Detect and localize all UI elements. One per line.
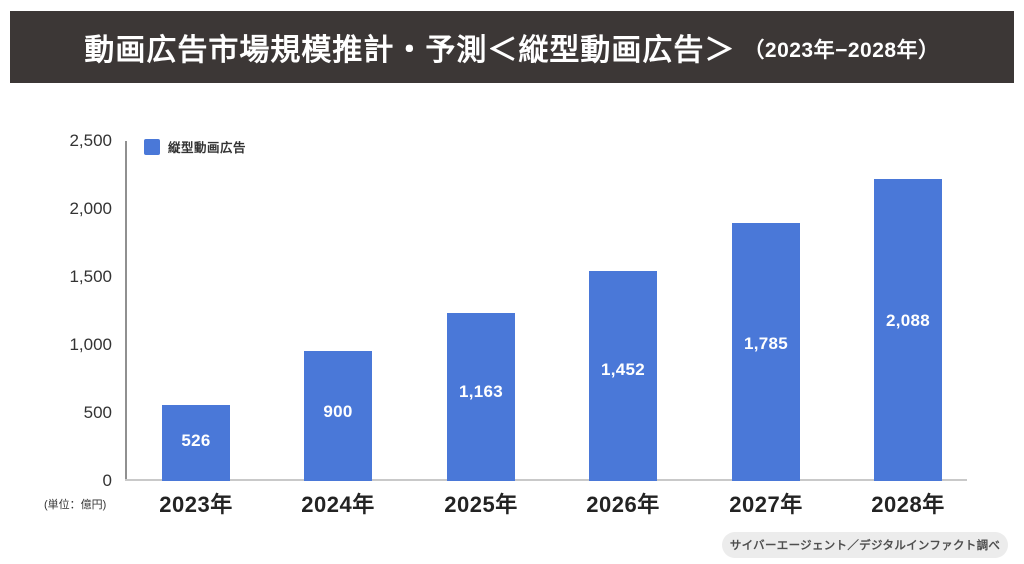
source-note-badge: サイバーエージェント／デジタルインファクト調べ [722, 532, 1008, 558]
bar-2023年: 526 [162, 405, 230, 481]
title-bar: 動画広告市場規模推計・予測＜縦型動画広告＞ （2023年−2028年） [10, 11, 1014, 83]
bar-value-label: 900 [323, 402, 353, 422]
x-category-label: 2024年 [301, 492, 375, 517]
bar-value-label: 1,163 [458, 381, 504, 401]
bar-2026年: 1,452 [589, 271, 657, 481]
y-tick-label: 1,500 [69, 267, 112, 286]
y-tick-label: 500 [83, 403, 112, 422]
bar-value-label: 526 [181, 430, 211, 450]
y-tick-label: 2,000 [69, 199, 112, 218]
bar-value-label: 2,088 [885, 310, 931, 330]
x-category-label: 2023年 [159, 492, 233, 517]
bar-value-label: 1,785 [743, 334, 789, 354]
x-category-label: 2027年 [729, 492, 803, 517]
bar-2027年: 1,785 [732, 223, 800, 481]
unit-note: (単位：億円) [44, 499, 107, 511]
bar-value-label: 1,452 [600, 359, 646, 379]
legend-label: 縦型動画広告 [168, 141, 247, 155]
x-category-label: 2025年 [444, 492, 518, 517]
bar-2024年: 900 [304, 351, 372, 481]
x-category-label: 2028年 [871, 492, 945, 517]
bar-2028年: 2,088 [874, 179, 942, 481]
bar-2025年: 1,163 [447, 313, 515, 481]
y-tick-label: 1,000 [69, 335, 112, 354]
page-title: 動画広告市場規模推計・予測＜縦型動画広告＞ [84, 34, 736, 67]
page-title-period: （2023年−2028年） [743, 39, 940, 62]
y-tick-label: 0 [102, 471, 112, 490]
x-category-label: 2026年 [586, 492, 660, 517]
y-tick-label: 2,500 [69, 131, 112, 150]
chart-legend: 縦型動画広告 [144, 137, 246, 156]
legend-swatch-icon [144, 138, 160, 155]
y-axis-line [125, 141, 127, 481]
x-axis-line [125, 479, 967, 481]
